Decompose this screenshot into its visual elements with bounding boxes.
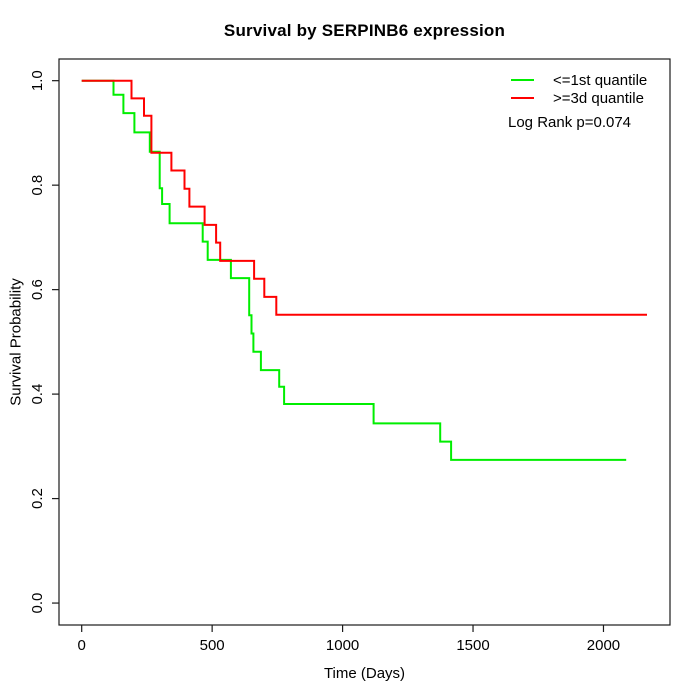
survival-curve-first-quantile <box>81 79 627 461</box>
x-axis-tick-label: 1500 <box>456 637 489 654</box>
legend-item-third-quantile: >=3d quantile <box>508 89 647 107</box>
legend-label: >=3d quantile <box>553 89 644 107</box>
x-axis-label: Time (Days) <box>323 665 406 682</box>
legend-color-line <box>511 97 534 99</box>
legend-color-line <box>511 79 534 81</box>
y-axis-tick-label: 0.0 <box>29 593 46 614</box>
survival-curve-third-quantile <box>81 79 647 316</box>
y-axis-tick-label: 0.4 <box>29 384 46 405</box>
x-axis-tick-label: 2000 <box>587 637 620 654</box>
x-axis-tick-label: 500 <box>200 637 225 654</box>
y-axis-tick-label: 0.2 <box>29 488 46 509</box>
plot-box <box>58 58 671 626</box>
x-axis-tick-label: 1000 <box>326 637 359 654</box>
y-axis-tick-label: 1.0 <box>29 70 46 91</box>
log-rank-note: Log Rank p=0.074 <box>508 114 632 131</box>
legend-item-first-quantile: <=1st quantile <box>508 71 647 89</box>
y-axis-tick-label: 0.6 <box>29 279 46 300</box>
x-axis-tick-label: 0 <box>78 637 86 654</box>
legend: <=1st quantile >=3d quantile Log Rank p=… <box>508 71 647 132</box>
y-axis-tick-label: 0.8 <box>29 175 46 196</box>
legend-label: <=1st quantile <box>553 71 648 89</box>
chart-title: Survival by SERPINB6 expression <box>223 21 506 40</box>
